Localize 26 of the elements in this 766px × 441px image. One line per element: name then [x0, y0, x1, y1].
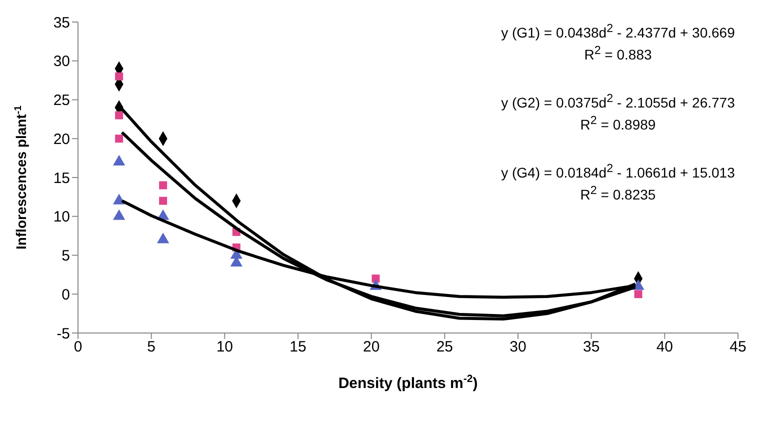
annotation: y (G1) = 0.0438d$^{2}$ - 2.4377d + 30.669 [500, 22, 736, 41]
annotation: y (G4) = 0.0184d$^{2}$ - 1.0661d + 15.013 [500, 162, 736, 181]
x-tick-label: 25 [436, 338, 454, 356]
x-tick-label: 10 [216, 338, 234, 356]
x-tick-label: 35 [582, 338, 600, 356]
y-tick-label: 25 [53, 92, 70, 110]
annotation: R$^{2}$ = 0.8989 [579, 114, 657, 133]
x-tick-label: 30 [510, 338, 526, 356]
y-tick-label: 10 [53, 208, 70, 226]
x-tick-label: 45 [730, 338, 746, 356]
x-axis-title: Density (plants m$^{-2}$) [338, 373, 478, 392]
y-tick-label: 35 [53, 14, 70, 32]
annotation: y (G2) = 0.0375d$^{2}$ - 2.1055d + 26.773 [500, 92, 736, 111]
y-tick-label: -5 [56, 325, 70, 342]
y-tick-label: 20 [53, 130, 70, 148]
x-tick-label: 15 [290, 338, 306, 356]
x-tick-label: 0 [74, 338, 82, 356]
annotation: R$^{2}$ = 0.883 [583, 44, 653, 63]
x-tick-label: 40 [656, 338, 674, 356]
y-tick-label: 30 [53, 53, 70, 70]
x-tick-label: 20 [362, 338, 380, 356]
y-tick-label: 0 [62, 286, 70, 304]
x-tick-label: 5 [147, 338, 156, 356]
y-tick-label: 15 [53, 170, 70, 187]
y-tick-label: 5 [62, 248, 70, 265]
annotation: R$^{2}$ = 0.8235 [579, 184, 657, 203]
